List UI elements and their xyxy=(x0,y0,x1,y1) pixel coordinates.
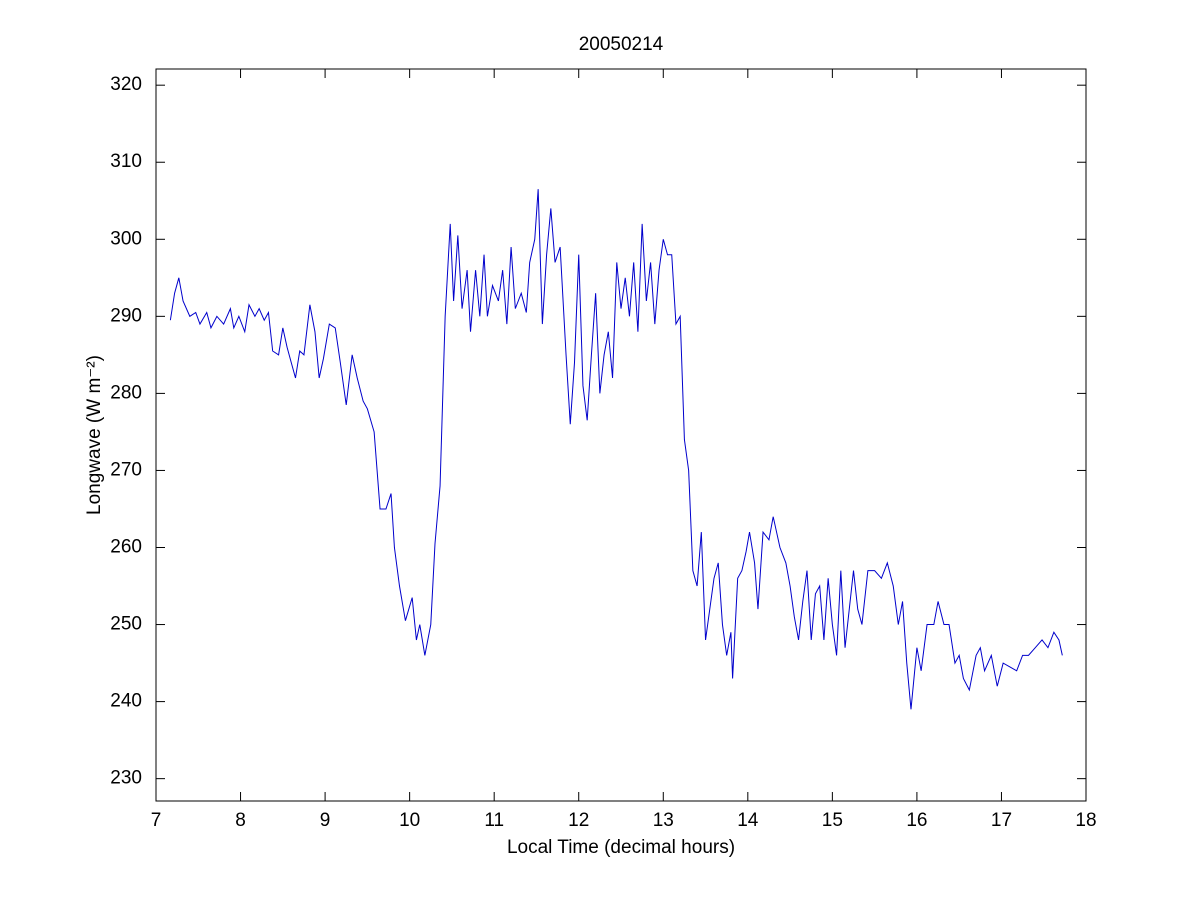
x-tick-label: 9 xyxy=(320,810,331,831)
x-axis-label: Local Time (decimal hours) xyxy=(507,837,735,858)
y-tick-label: 290 xyxy=(110,305,142,326)
y-tick-label: 230 xyxy=(110,768,142,789)
x-tick-label: 11 xyxy=(484,810,504,831)
x-tick-label: 8 xyxy=(235,810,246,831)
x-tick-label: 13 xyxy=(653,810,674,831)
data-line xyxy=(169,189,1063,710)
y-tick-label: 280 xyxy=(110,382,142,403)
y-tick-label: 240 xyxy=(110,691,142,712)
y-axis-label: Longwave (W m⁻²) xyxy=(84,355,105,515)
y-tick-label: 310 xyxy=(110,151,142,172)
x-tick-label: 14 xyxy=(737,810,759,831)
y-tick-label: 320 xyxy=(110,74,142,95)
x-tick-label: 12 xyxy=(568,810,589,831)
x-tick-label: 7 xyxy=(151,810,162,831)
chart-title: 20050214 xyxy=(579,34,664,55)
x-tick-label: 18 xyxy=(1075,810,1096,831)
y-tick-label: 270 xyxy=(110,459,142,480)
x-tick-label: 16 xyxy=(906,810,927,831)
y-tick-label: 250 xyxy=(110,614,142,635)
y-tick-label: 260 xyxy=(110,537,142,558)
plot-frame xyxy=(155,68,1087,802)
x-tick-label: 15 xyxy=(822,810,843,831)
y-tick-label: 300 xyxy=(110,228,142,249)
x-tick-label: 17 xyxy=(991,810,1012,831)
x-tick-label: 10 xyxy=(399,810,420,831)
